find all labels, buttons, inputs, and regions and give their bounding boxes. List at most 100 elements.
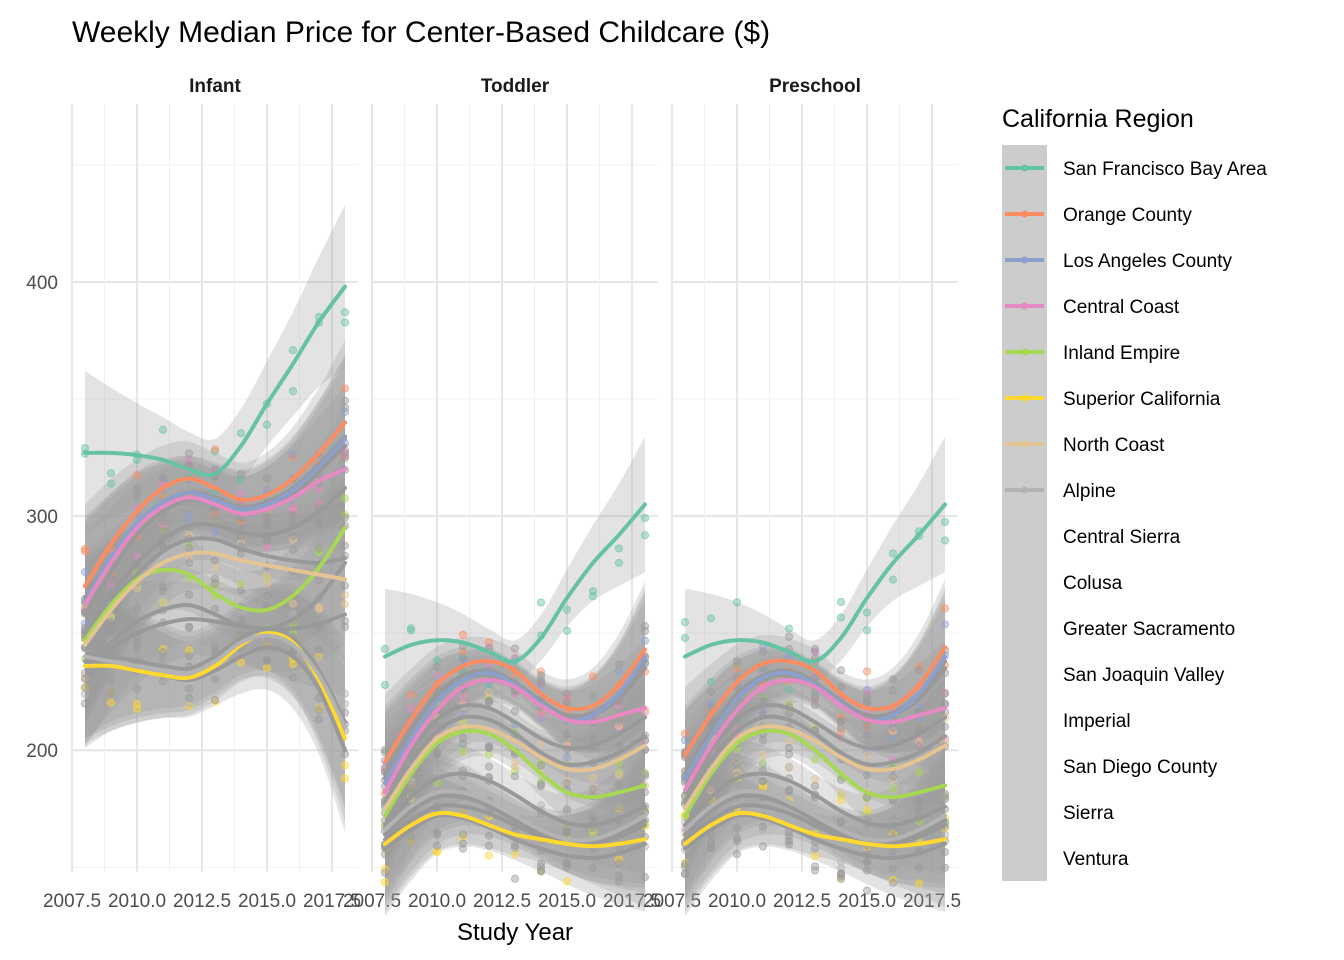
point-san-francisco-bay-area bbox=[732, 661, 742, 670]
legend-item-central-coast: Central Coast bbox=[1002, 283, 1180, 329]
point-north-coast bbox=[132, 584, 142, 593]
point-central-coast bbox=[562, 692, 572, 701]
point-colusa bbox=[314, 645, 324, 654]
legend-swatch-point bbox=[1021, 164, 1028, 172]
legend-key bbox=[1002, 605, 1047, 651]
point-greater-sacramento bbox=[314, 544, 324, 553]
point-greater-sacramento bbox=[862, 730, 872, 740]
legend-label: Alpine bbox=[1063, 481, 1116, 502]
point-central-coast bbox=[914, 739, 924, 749]
point-san-francisco-bay-area bbox=[784, 624, 794, 633]
point-alpine bbox=[314, 655, 324, 664]
band-superior-california bbox=[85, 584, 345, 821]
point-central-sierra bbox=[614, 780, 624, 789]
legend-key bbox=[1002, 697, 1047, 743]
point-superior-california bbox=[132, 704, 142, 713]
band-ventura bbox=[85, 354, 345, 680]
band-greater-sacramento bbox=[85, 406, 345, 716]
point-imperial bbox=[680, 869, 690, 879]
point-san-francisco-bay-area bbox=[862, 626, 872, 635]
point-imperial bbox=[210, 695, 220, 705]
trend-line-greater-sacramento bbox=[83, 486, 347, 636]
x-tick-label: 2010.0 bbox=[408, 891, 466, 912]
trend-line-central-coast bbox=[383, 677, 647, 795]
legend-item-alpine: Alpine bbox=[1002, 467, 1116, 513]
point-san-diego-county bbox=[158, 517, 168, 526]
point-imperial bbox=[940, 863, 950, 872]
point-san-diego-county bbox=[940, 689, 950, 698]
point-san-francisco-bay-area bbox=[706, 614, 716, 623]
legend-label: Central Coast bbox=[1063, 297, 1180, 318]
point-central-sierra bbox=[588, 784, 598, 794]
point-san-diego-county bbox=[536, 678, 546, 687]
point-san-diego-county bbox=[236, 514, 246, 523]
trend-line-colusa bbox=[83, 612, 347, 664]
x-tick-label: 2012.5 bbox=[773, 891, 831, 912]
point-orange-county bbox=[484, 638, 494, 647]
point-orange-county bbox=[680, 729, 690, 738]
legend-swatch-point bbox=[1021, 486, 1028, 494]
point-san-joaquin-valley bbox=[536, 781, 546, 791]
point-los-angeles-county bbox=[940, 620, 950, 629]
point-san-joaquin-valley bbox=[914, 806, 924, 815]
point-orange-county bbox=[406, 690, 416, 699]
point-orange-county bbox=[210, 445, 220, 454]
point-san-francisco-bay-area bbox=[940, 517, 950, 527]
point-ventura bbox=[888, 686, 898, 695]
point-san-francisco-bay-area bbox=[380, 644, 390, 654]
point-imperial bbox=[458, 839, 468, 848]
band-orange-county bbox=[385, 581, 645, 830]
point-san-francisco-bay-area bbox=[680, 618, 690, 627]
x-tick-label: 2015.0 bbox=[238, 891, 296, 912]
point-north-coast bbox=[614, 770, 624, 779]
point-ventura bbox=[588, 734, 598, 743]
point-greater-sacramento bbox=[340, 513, 350, 522]
point-superior-california bbox=[888, 876, 898, 885]
point-san-diego-county bbox=[810, 644, 820, 654]
point-central-sierra bbox=[784, 743, 794, 753]
trend-line-san-joaquin-valley bbox=[383, 771, 647, 828]
trend-line-central-coast bbox=[83, 467, 347, 608]
point-san-joaquin-valley bbox=[732, 753, 742, 762]
point-central-coast bbox=[810, 647, 820, 657]
point-imperial bbox=[758, 842, 768, 851]
band-imperial bbox=[85, 579, 345, 833]
point-north-coast bbox=[784, 737, 794, 746]
point-greater-sacramento bbox=[862, 722, 872, 731]
legend-item-san-joaquin-valley: San Joaquin Valley bbox=[1002, 651, 1225, 697]
band-san-diego-county bbox=[85, 363, 345, 697]
point-los-angeles-county bbox=[888, 733, 898, 742]
point-colusa bbox=[914, 864, 924, 873]
legend-label: Inland Empire bbox=[1063, 343, 1180, 364]
point-san-francisco-bay-area bbox=[340, 308, 350, 317]
point-alpine bbox=[340, 689, 350, 698]
point-alpine bbox=[340, 699, 350, 709]
legend-label: San Diego County bbox=[1063, 757, 1218, 778]
point-alpine bbox=[784, 762, 794, 772]
point-superior-california bbox=[836, 796, 846, 805]
x-tick-label: 2012.5 bbox=[473, 891, 531, 912]
band-north-coast bbox=[385, 677, 645, 877]
point-superior-california bbox=[862, 805, 872, 814]
point-alpine bbox=[758, 760, 768, 769]
legend-item-san-francisco-bay-area: San Francisco Bay Area bbox=[1002, 145, 1267, 191]
point-los-angeles-county bbox=[210, 528, 220, 537]
legend-key bbox=[1002, 835, 1047, 881]
point-los-angeles-county bbox=[614, 667, 624, 676]
point-inland-empire bbox=[810, 755, 820, 764]
point-ventura bbox=[484, 698, 494, 707]
panel-infant: Infant 2007.5 2010.0 2012.5 2015.0 2017.5 bbox=[43, 76, 361, 912]
band-san-francisco-bay-area bbox=[85, 204, 345, 535]
point-alpine bbox=[432, 767, 442, 776]
point-ventura bbox=[340, 396, 350, 405]
point-san-francisco-bay-area bbox=[536, 598, 546, 607]
point-san-joaquin-valley bbox=[184, 590, 194, 599]
band-central-sierra bbox=[685, 668, 945, 870]
point-north-coast bbox=[758, 750, 768, 759]
point-colusa bbox=[380, 868, 390, 877]
point-colusa bbox=[888, 815, 898, 824]
point-san-francisco-bay-area bbox=[288, 387, 298, 396]
point-san-joaquin-valley bbox=[562, 805, 572, 814]
point-greater-sacramento bbox=[210, 556, 220, 565]
point-ventura bbox=[914, 723, 924, 732]
